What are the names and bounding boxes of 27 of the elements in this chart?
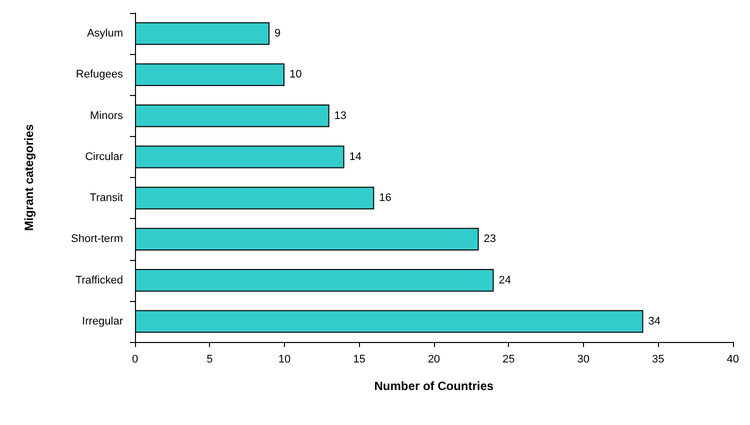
x-tick-label: 5: [206, 354, 213, 366]
y-tick-label: Refugees: [76, 68, 124, 81]
data-label: 24: [498, 274, 511, 286]
data-label: 16: [379, 192, 392, 204]
y-tick-label: Transit: [90, 192, 123, 204]
x-tick-label: 40: [726, 354, 740, 366]
data-label: 10: [289, 68, 302, 81]
y-tick-label: Circular: [85, 150, 124, 163]
x-tick-label: 20: [428, 354, 440, 366]
data-label: 13: [334, 110, 347, 122]
y-tick-label: Minors: [90, 110, 124, 122]
data-label: 9: [274, 28, 281, 40]
y-tick-label: Short-term: [71, 233, 123, 246]
x-tick-label: 25: [502, 354, 515, 366]
y-tick-label: Irregular: [82, 315, 124, 328]
y-tick-label: Trafficked: [75, 274, 123, 286]
x-tick-label: 0: [132, 354, 138, 366]
x-tick-label: 35: [652, 354, 664, 366]
data-label: 34: [648, 315, 660, 328]
x-axis-title: Number of Countries: [374, 379, 494, 393]
x-tick-label: 30: [577, 354, 590, 366]
data-label: 14: [349, 150, 362, 163]
x-tick-label: 15: [353, 354, 366, 366]
data-label: 23: [484, 233, 496, 246]
x-tick-label: 10: [278, 354, 291, 366]
y-tick-label: Asylum: [86, 28, 123, 40]
y-axis-title: Migrant categories: [22, 124, 36, 231]
